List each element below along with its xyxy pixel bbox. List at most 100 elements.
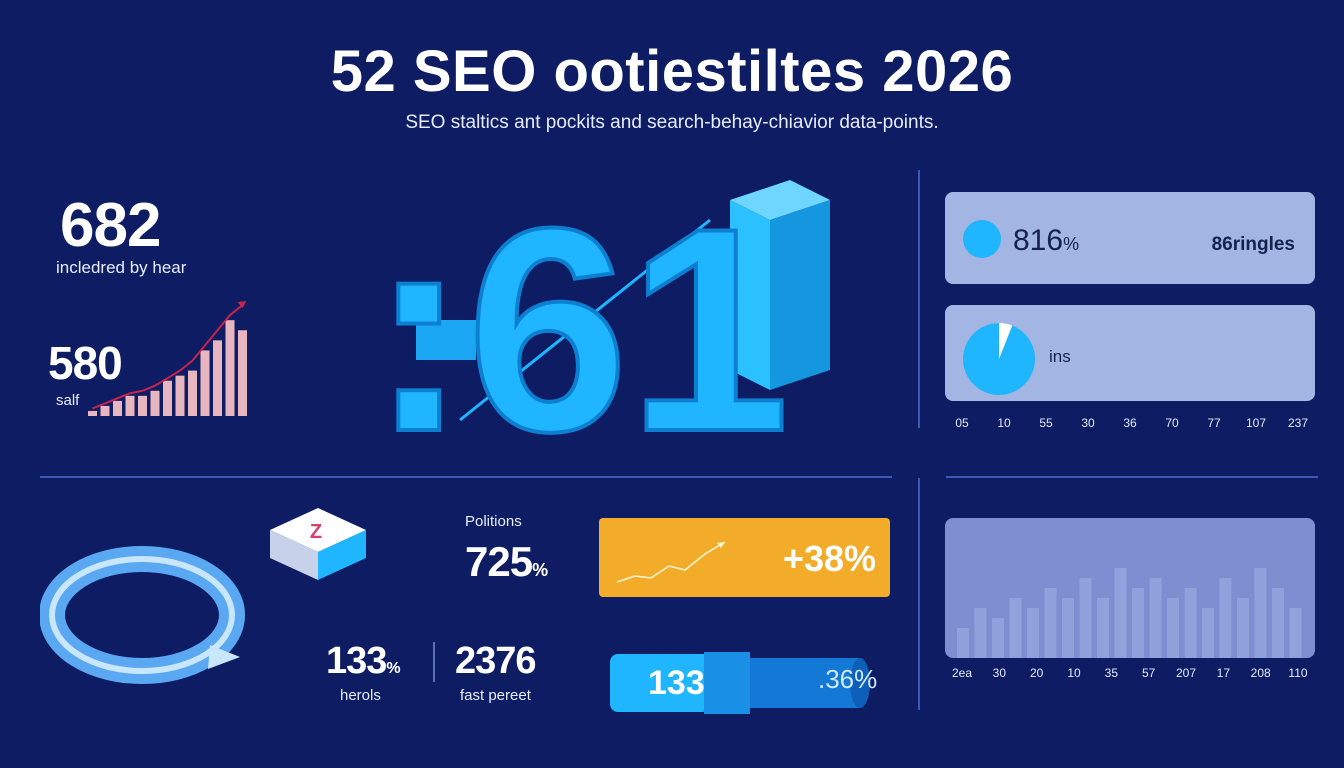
mini-bar <box>188 370 197 416</box>
fast-value: 2376 <box>455 640 537 682</box>
x-axis-bottom-right: 2ea 30 20 10 35 57 207 17 208 110 <box>950 666 1310 682</box>
growth-sparkline <box>616 541 726 583</box>
mini-bar <box>125 395 135 416</box>
growth-badge: +38% <box>599 518 890 597</box>
panel-bar <box>1254 568 1267 658</box>
mini-bar <box>175 375 185 416</box>
panel-bar <box>1044 588 1057 658</box>
panel-bar <box>1149 578 1162 658</box>
hero-number-text: :61 <box>370 168 789 490</box>
pie-slice <box>999 323 1013 359</box>
panel-bar <box>1079 578 1092 658</box>
panel-2-label: ins <box>1049 347 1071 366</box>
heroes-label: herols <box>340 687 381 704</box>
x-tick-label: 35 <box>1104 666 1119 680</box>
politions-unit: % <box>532 560 548 580</box>
ring-graphic <box>40 546 245 684</box>
vertical-divider-top <box>918 170 920 428</box>
vertical-divider-bottom <box>918 478 920 710</box>
horizontal-divider-left <box>40 476 892 478</box>
ring-highlight <box>49 556 235 674</box>
x-tick-label: 110 <box>1288 666 1308 680</box>
sparkline-arrow-icon <box>717 542 725 548</box>
cube-right <box>318 530 366 580</box>
x-tick-label: 05 <box>955 416 969 430</box>
panel-bar <box>957 628 969 658</box>
x-tick-label: 30 <box>992 666 1007 680</box>
mini-bar <box>113 400 122 416</box>
growth-badge-value: +38% <box>782 538 876 579</box>
mini-bar <box>163 380 172 416</box>
cylinder-bar: 133 .36% <box>610 652 877 714</box>
bar-panel <box>945 518 1315 658</box>
panel-bar <box>974 608 987 658</box>
mini-bar <box>150 390 160 416</box>
iso-cube: Z <box>270 508 366 580</box>
panel-bar <box>1114 568 1127 658</box>
heroes-value: 133 <box>326 640 387 682</box>
x-tick-label: 30 <box>1081 416 1095 430</box>
hero-3d-number: :61 <box>368 166 830 490</box>
panel-bar <box>1027 608 1039 658</box>
x-tick-label: 20 <box>1029 666 1044 680</box>
panel-bar <box>1202 608 1214 658</box>
page-subtitle: SEO staltics ant pockits and search-beha… <box>405 112 939 133</box>
mini-bar <box>200 350 210 416</box>
pie-chart <box>963 323 1035 395</box>
page-title: 52 SEO ootiestiltes 2026 <box>330 39 1014 104</box>
cylinder-collar <box>704 652 750 714</box>
cylinder-end <box>850 658 870 708</box>
panel-bar <box>1097 598 1109 658</box>
panel-bar <box>1184 588 1197 658</box>
stat-682-label: incledred by hear <box>56 258 187 277</box>
x-tick-label: 17 <box>1216 666 1231 680</box>
mini-bar-chart <box>88 301 247 416</box>
block-top <box>730 180 830 220</box>
panel-1-unit: % <box>1063 234 1080 254</box>
connector-line <box>459 218 711 422</box>
stat-panel-1: 816% 86ringles <box>945 192 1315 284</box>
cylinder-segment-1 <box>610 654 710 712</box>
cylinder-pct: .36% <box>818 664 877 694</box>
stat-panel-2: ins <box>945 305 1315 401</box>
panel-bar <box>1009 598 1022 658</box>
stat-580-value: 580 <box>48 337 123 389</box>
mini-bar <box>213 340 222 416</box>
trend-line <box>92 304 244 410</box>
politions-value: 725 <box>465 538 533 585</box>
panel-bar <box>1219 578 1232 658</box>
x-tick-label: 237 <box>1287 416 1309 430</box>
panel-bar-chart <box>957 568 1302 658</box>
x-tick-label: 10 <box>1067 666 1081 680</box>
circle-icon <box>963 220 1001 258</box>
mini-bar <box>238 330 247 416</box>
stat-separator <box>433 642 435 682</box>
politions-label: Politions <box>465 513 522 530</box>
block-front <box>730 200 770 390</box>
panel-bar <box>1237 598 1249 658</box>
x-tick-label: 10 <box>997 416 1011 430</box>
panel-bar <box>1062 598 1074 658</box>
x-tick-label: 208 <box>1250 666 1271 680</box>
heroes-unit: % <box>386 660 400 677</box>
trend-arrow-icon <box>237 301 247 309</box>
panel-bar <box>1289 608 1302 658</box>
stat-682-value: 682 <box>60 191 161 260</box>
fast-label: fast pereet <box>460 687 531 704</box>
panel-1-right-label: 86ringles <box>1211 234 1295 255</box>
x-tick-label: 36 <box>1123 416 1137 430</box>
small-cube <box>416 320 476 360</box>
panel-bar <box>1272 588 1284 658</box>
x-tick-label: 70 <box>1165 416 1179 430</box>
x-tick-label: 55 <box>1039 416 1053 430</box>
mini-bar <box>138 395 147 416</box>
x-tick-label: 2ea <box>951 666 973 680</box>
stat-580-label: salf <box>56 392 80 409</box>
cube-left <box>270 530 318 580</box>
x-tick-label: 107 <box>1245 416 1267 430</box>
panel-bar <box>1167 598 1179 658</box>
x-tick-label: 77 <box>1207 416 1221 430</box>
mini-bar <box>88 410 97 416</box>
mini-bar <box>100 405 110 416</box>
ring-arrow-icon <box>208 645 240 669</box>
